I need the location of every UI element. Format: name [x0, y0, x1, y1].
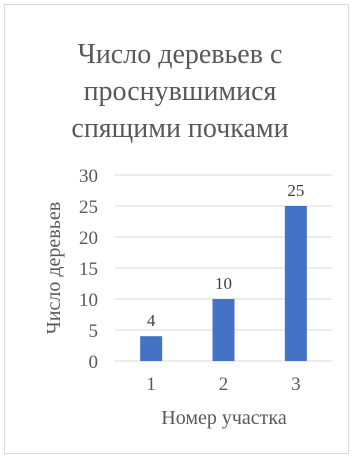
bar	[212, 299, 235, 361]
data-label: 25	[287, 181, 304, 200]
y-axis-title: Число деревьев	[43, 202, 65, 334]
y-tick-label: 5	[89, 321, 99, 342]
y-tick-label: 15	[79, 259, 98, 280]
x-axis-title: Номер участка	[161, 407, 287, 429]
chart-title-line-2: проснувшимися	[84, 76, 277, 107]
y-tick-label: 20	[79, 228, 98, 249]
x-tick-label: 3	[291, 374, 301, 395]
bar	[140, 336, 163, 361]
y-tick-label: 10	[79, 290, 98, 311]
bars	[140, 206, 307, 361]
y-axis-ticks: 0 5 10 15 20 25 30	[79, 166, 98, 373]
data-label: 4	[147, 311, 156, 330]
data-labels: 4 10 25	[147, 181, 304, 330]
x-tick-label: 1	[146, 374, 156, 395]
bar	[284, 206, 307, 361]
y-tick-label: 0	[89, 352, 99, 373]
chart-title-line-3: спящими почками	[71, 113, 288, 144]
chart-title-line-1: Число деревьев с	[78, 39, 283, 70]
data-label: 10	[215, 274, 232, 293]
y-tick-label: 25	[79, 197, 98, 218]
x-tick-label: 2	[219, 374, 229, 395]
chart-title: Число деревьев с проснувшимися спящими п…	[71, 39, 288, 144]
x-axis-ticks: 1 2 3	[146, 374, 300, 395]
y-tick-label: 30	[79, 166, 98, 187]
